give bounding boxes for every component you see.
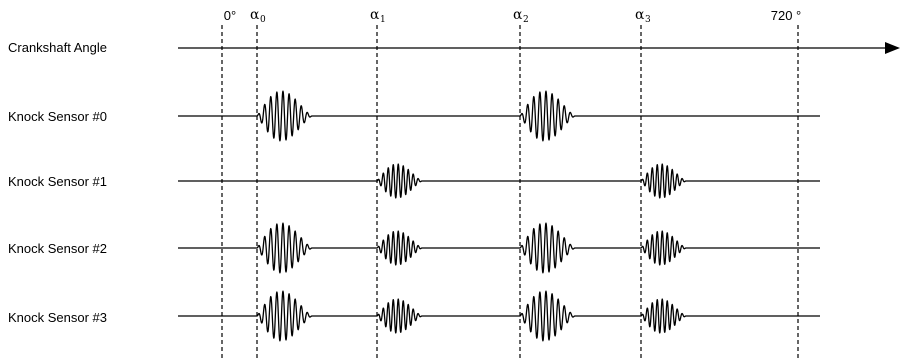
alpha-symbol: α xyxy=(250,7,260,23)
axis-arrowhead xyxy=(885,42,900,54)
row-label-knock-sensor-2: Knock Sensor #2 xyxy=(8,241,107,256)
knock-sensor-2-signal xyxy=(178,222,820,274)
knock-sensor-3-signal xyxy=(178,290,820,342)
knock-burst-alpha-1 xyxy=(376,163,423,199)
knock-burst-alpha-1 xyxy=(376,298,423,334)
knock-burst-alpha-0 xyxy=(256,222,313,274)
alpha-subscript: 2 xyxy=(523,15,529,25)
knock-sensor-1-signal xyxy=(178,163,820,199)
alpha-subscript: 3 xyxy=(645,15,651,25)
knock-burst-alpha-0 xyxy=(256,90,313,142)
knock-burst-alpha-2 xyxy=(519,290,576,342)
knock-burst-alpha-3 xyxy=(640,230,687,266)
marker-alpha-0: α 0 xyxy=(250,7,266,25)
knock-burst-alpha-3 xyxy=(640,163,687,199)
alpha-symbol: α xyxy=(635,7,645,23)
row-label-crankshaft-angle: Crankshaft Angle xyxy=(8,40,107,55)
knock-burst-alpha-1 xyxy=(376,230,423,266)
row-label-knock-sensor-0: Knock Sensor #0 xyxy=(8,109,107,124)
alpha-subscript: 1 xyxy=(380,15,386,25)
marker-alpha-3: α 3 xyxy=(635,7,651,25)
marker-alpha-2: α 2 xyxy=(513,7,529,25)
alpha-symbol: α xyxy=(513,7,523,23)
knock-burst-alpha-2 xyxy=(519,222,576,274)
marker-end-label: 720 ° xyxy=(771,8,802,23)
angle-guide-lines xyxy=(221,25,799,358)
knock-burst-alpha-2 xyxy=(519,90,576,142)
marker-alpha-1: α 1 xyxy=(370,7,386,25)
knock-signals xyxy=(178,90,820,342)
knock-sensor-0-signal xyxy=(178,90,820,142)
knock-burst-alpha-0 xyxy=(256,290,313,342)
alpha-subscript: 0 xyxy=(260,15,266,25)
knock-burst-alpha-3 xyxy=(640,298,687,334)
alpha-symbol: α xyxy=(370,7,380,23)
row-label-knock-sensor-1: Knock Sensor #1 xyxy=(8,174,107,189)
row-label-knock-sensor-3: Knock Sensor #3 xyxy=(8,310,107,325)
marker-start-label: 0° xyxy=(224,8,236,23)
